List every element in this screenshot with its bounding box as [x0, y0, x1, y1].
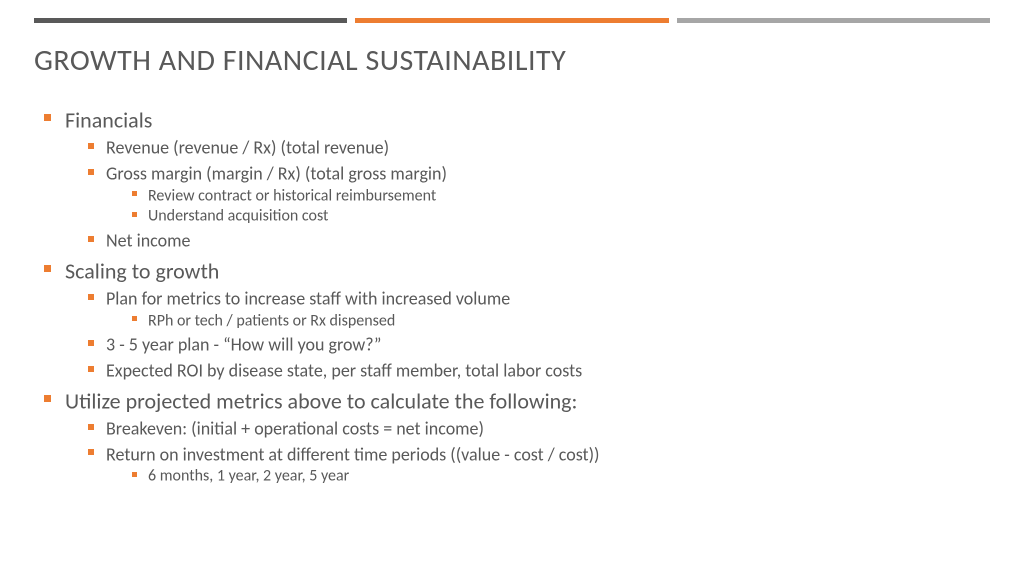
outline-item-lvl2: Gross margin (margin / Rx) (total gross …	[88, 161, 990, 226]
outline-item-lvl1: Utilize projected metrics above to calcu…	[44, 385, 990, 486]
outline-text: Net income	[106, 230, 190, 252]
bullet-icon	[132, 472, 137, 477]
bullet-icon	[88, 366, 94, 372]
outline-item-lvl1: Scaling to growth Plan for metrics to inc…	[44, 255, 990, 382]
outline-sublist: RPh or tech / patients or Rx dispensed	[132, 311, 990, 331]
outline-text: Gross margin (margin / Rx) (total gross …	[106, 163, 447, 185]
bullet-icon	[44, 395, 51, 402]
outline-text: Review contract or historical reimbursem…	[148, 186, 436, 205]
border-seg-3	[677, 18, 990, 23]
outline-item-lvl2: Expected ROI by disease state, per staff…	[88, 358, 990, 382]
outline-sublist: Plan for metrics to increase staff with …	[88, 286, 990, 382]
outline-text: Breakeven: (initial + operational costs …	[106, 418, 484, 440]
outline-sublist: 6 months, 1 year, 2 year, 5 year	[132, 466, 990, 486]
outline-item-lvl1: FinancialsRevenue (revenue / Rx) (total …	[44, 104, 990, 252]
bullet-icon	[88, 340, 94, 346]
outline-text: Understand acquisition cost	[148, 207, 328, 226]
bullet-icon	[88, 424, 94, 430]
outline-text: RPh or tech / patients or Rx dispensed	[148, 311, 395, 330]
outline-item-lvl2: Plan for metrics to increase staff with …	[88, 286, 990, 330]
outline-text: 3 - 5 year plan - “How will you grow?”	[106, 334, 381, 356]
bullet-icon	[88, 169, 94, 175]
outline-item-lvl2: Breakeven: (initial + operational costs …	[88, 416, 990, 440]
outline-sublist: Revenue (revenue / Rx) (total revenue) Gr…	[88, 135, 990, 251]
bullet-icon	[88, 294, 94, 300]
slide-title: GROWTH AND FINANCIAL SUSTAINABILITY	[34, 42, 566, 79]
bullet-icon	[88, 143, 94, 149]
outline-text: Return on investment at different time p…	[106, 443, 600, 465]
outline-sublist: Breakeven: (initial + operational costs …	[88, 416, 990, 486]
border-seg-1	[34, 18, 347, 23]
border-seg-2	[355, 18, 668, 23]
outline-text: Plan for metrics to increase staff with …	[106, 288, 510, 310]
outline-text: Expected ROI by disease state, per staff…	[106, 360, 582, 382]
bullet-icon	[44, 114, 51, 121]
outline-item-lvl3: 6 months, 1 year, 2 year, 5 year	[132, 466, 990, 486]
outline-text: Financials	[65, 106, 152, 133]
outline-item-lvl2: Return on investment at different time p…	[88, 442, 990, 486]
bullet-icon	[44, 265, 51, 272]
outline-sublist: Review contract or historical reimbursem…	[132, 186, 990, 226]
outline-item-lvl3: Understand acquisition cost	[132, 206, 990, 226]
bullet-icon	[88, 236, 94, 242]
outline: FinancialsRevenue (revenue / Rx) (total …	[44, 104, 990, 486]
bullet-icon	[132, 212, 137, 217]
outline-item-lvl2: 3 - 5 year plan - “How will you grow?”	[88, 332, 990, 356]
outline-item-lvl2: Revenue (revenue / Rx) (total revenue)	[88, 135, 990, 159]
outline-item-lvl2: Net income	[88, 228, 990, 252]
outline-text: 6 months, 1 year, 2 year, 5 year	[148, 467, 349, 486]
bullet-icon	[88, 449, 94, 455]
outline-text: Revenue (revenue / Rx) (total revenue)	[106, 137, 389, 159]
top-border	[34, 18, 990, 23]
bullet-icon	[132, 316, 137, 321]
outline-item-lvl3: RPh or tech / patients or Rx dispensed	[132, 311, 990, 331]
outline-item-lvl3: Review contract or historical reimbursem…	[132, 186, 990, 206]
slide-content: FinancialsRevenue (revenue / Rx) (total …	[44, 104, 990, 489]
outline-text: Utilize projected metrics above to calcu…	[65, 387, 577, 414]
bullet-icon	[132, 191, 137, 196]
outline-text: Scaling to growth	[65, 257, 219, 284]
